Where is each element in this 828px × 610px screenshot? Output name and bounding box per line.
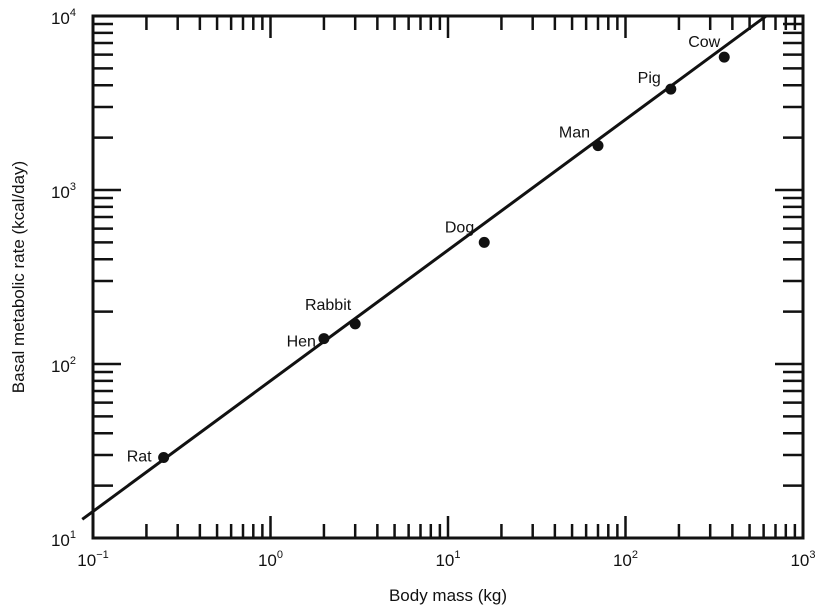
point-man bbox=[592, 140, 604, 152]
x-tick-label: 10−1 bbox=[77, 549, 108, 570]
point-pig bbox=[665, 83, 677, 95]
y-tick-label-base: 10 bbox=[51, 183, 70, 202]
x-tick-label-base: 10 bbox=[258, 551, 277, 570]
point-label-rabbit: Rabbit bbox=[305, 297, 352, 314]
point-labels: Rat Hen Rabbit Dog Man Pig Cow bbox=[127, 34, 721, 465]
y-tick-label: 101 bbox=[51, 529, 76, 550]
y-tick-label-base: 10 bbox=[51, 357, 70, 376]
x-tick-label-exponent: 3 bbox=[809, 549, 815, 561]
y-tick-label: 103 bbox=[51, 181, 76, 202]
point-label-hen: Hen bbox=[287, 334, 316, 351]
x-tick-label: 100 bbox=[258, 549, 283, 570]
y-tick-label: 104 bbox=[51, 7, 76, 28]
x-tick-labels: 10−1 100 101 102 103 bbox=[77, 549, 815, 570]
point-rabbit bbox=[349, 318, 361, 330]
x-tick-label-exponent: 1 bbox=[454, 549, 460, 561]
point-cow bbox=[718, 51, 730, 63]
data-points bbox=[158, 51, 730, 464]
x-tick-label: 101 bbox=[435, 549, 460, 570]
plot-frame bbox=[91, 14, 805, 540]
y-tick-label-exponent: 3 bbox=[70, 181, 76, 193]
y-tick-label-base: 10 bbox=[51, 531, 70, 550]
y-tick-label-base: 10 bbox=[51, 9, 70, 28]
x-tick-label-exponent: 2 bbox=[632, 549, 638, 561]
y-tick-label: 102 bbox=[51, 355, 76, 376]
y-tick-label-exponent: 2 bbox=[70, 355, 76, 367]
x-tick-label-base: 10 bbox=[77, 551, 96, 570]
y-tick-label-exponent: 4 bbox=[70, 7, 76, 19]
point-label-cow: Cow bbox=[688, 34, 720, 51]
tick-marks bbox=[93, 16, 803, 538]
x-tick-label-base: 10 bbox=[613, 551, 632, 570]
x-tick-label-exponent: −1 bbox=[96, 549, 109, 561]
point-label-rat: Rat bbox=[127, 449, 152, 466]
point-dog bbox=[478, 236, 490, 248]
x-tick-label: 103 bbox=[790, 549, 815, 570]
fit-line bbox=[81, 14, 768, 521]
y-axis-title: Basal metabolic rate (kcal/day) bbox=[9, 161, 28, 393]
x-tick-label-exponent: 0 bbox=[277, 549, 283, 561]
x-tick-label-base: 10 bbox=[435, 551, 454, 570]
point-label-man: Man bbox=[559, 125, 590, 142]
x-axis-title: Body mass (kg) bbox=[389, 586, 507, 605]
point-rat bbox=[158, 452, 170, 464]
point-label-pig: Pig bbox=[638, 70, 661, 87]
point-hen bbox=[318, 333, 330, 345]
x-tick-label: 102 bbox=[613, 549, 638, 570]
point-label-dog: Dog bbox=[445, 219, 474, 236]
y-tick-label-exponent: 1 bbox=[70, 529, 76, 541]
x-tick-label-base: 10 bbox=[790, 551, 809, 570]
